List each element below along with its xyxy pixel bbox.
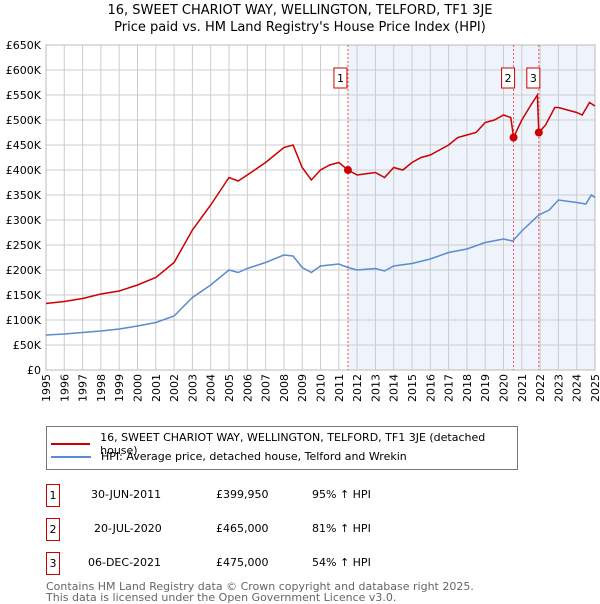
chart-page: 16, SWEET CHARIOT WAY, WELLINGTON, TELFO…: [6, 3, 600, 603]
y-tick-label: £150K: [6, 289, 42, 302]
sale-date: 06-DEC-2021: [88, 556, 162, 569]
x-tick-label: 2022: [534, 374, 547, 402]
y-tick-label: £400K: [6, 164, 42, 177]
footer-line-1: Contains HM Land Registry data © Crown c…: [46, 580, 474, 593]
series-line: [45, 193, 596, 336]
x-tick-label: 1996: [58, 374, 71, 402]
x-tick-label: 2001: [150, 374, 163, 402]
x-tick-label: 2023: [552, 374, 565, 402]
x-tick-label: 2012: [351, 374, 364, 402]
x-tick-label: 2005: [223, 374, 236, 402]
x-tick-label: 2007: [260, 374, 273, 402]
y-tick-label: £0: [27, 364, 41, 377]
footer-text: Contains HM Land Registry data © Crown c…: [46, 581, 474, 603]
chart-subtitle: Price paid vs. HM Land Registry's House …: [114, 20, 486, 35]
sale-marker-label: 3: [530, 72, 537, 85]
sale-price: £465,000: [216, 522, 269, 535]
sale-marker-box: [501, 67, 516, 89]
legend-swatch-hpi: [51, 455, 91, 458]
footer-line-2: This data is licensed under the Open Gov…: [46, 591, 397, 604]
legend: 16, SWEET CHARIOT WAY, WELLINGTON, TELFO…: [46, 426, 518, 470]
x-tick-label: 2018: [461, 374, 474, 402]
y-tick-label: £250K: [6, 239, 42, 252]
sale-price: £475,000: [216, 556, 269, 569]
x-tick-label: 2025: [589, 374, 600, 402]
y-tick-label: £550K: [6, 89, 42, 102]
sale-price: £399,950: [216, 488, 269, 501]
sale-hpi: 81% ↑ HPI: [312, 522, 371, 535]
y-tick-label: £500K: [6, 114, 42, 127]
y-tick-label: £650K: [6, 39, 42, 52]
x-tick-label: 2006: [241, 374, 254, 402]
x-tick-label: 2016: [424, 374, 437, 402]
x-tick-label: 2024: [571, 374, 584, 402]
sale-date: 30-JUN-2011: [91, 488, 162, 501]
sale-marker-box: [333, 67, 348, 89]
x-tick-label: 2014: [388, 374, 401, 402]
x-tick-label: 2008: [278, 374, 291, 402]
sale-hpi: 54% ↑ HPI: [312, 556, 371, 569]
sale-date: 20-JUL-2020: [94, 522, 162, 535]
x-tick-label: 2011: [333, 374, 346, 402]
y-tick-label: £350K: [6, 189, 42, 202]
sale-marker: 3: [46, 552, 60, 575]
x-tick-label: 2009: [296, 374, 309, 402]
sale-marker: 2: [46, 518, 60, 541]
y-tick-label: £100K: [6, 314, 42, 327]
x-tick-label: 1995: [40, 374, 53, 402]
sale-marker-box: [526, 67, 541, 89]
sale-point: [343, 166, 352, 175]
sale-hpi: 95% ↑ HPI: [312, 488, 371, 501]
x-tick-label: 2019: [479, 374, 492, 402]
x-tick-label: 2002: [168, 374, 181, 402]
plot-border: [45, 44, 596, 371]
price-chart: £0 £50K £100K £150K £200K £250K £300K £350K £400…: [6, 39, 600, 402]
sale-point: [509, 133, 518, 142]
x-tick-label: 2021: [516, 374, 529, 402]
sale-marker-label: 2: [505, 72, 512, 85]
legend-label-property: 16, SWEET CHARIOT WAY, WELLINGTON, TELFO…: [100, 431, 486, 457]
x-tick-label: 2000: [132, 374, 145, 402]
sale-point: [534, 128, 543, 137]
legend-swatch-property: [51, 443, 91, 445]
sale-marker-label: 1: [337, 72, 344, 85]
sale-marker: 1: [46, 484, 60, 507]
y-tick-label: £50K: [13, 339, 42, 352]
x-tick-label: 2015: [406, 374, 419, 402]
x-tick-label: 1997: [77, 374, 90, 402]
y-tick-label: £450K: [6, 139, 42, 152]
x-tick-label: 1999: [113, 374, 126, 402]
x-tick-label: 2004: [205, 374, 218, 402]
y-tick-label: £300K: [6, 214, 42, 227]
x-tick-label: 2010: [315, 374, 328, 402]
x-tick-label: 2003: [186, 374, 199, 402]
x-tick-label: 2020: [498, 374, 511, 402]
y-tick-label: £600K: [6, 64, 42, 77]
x-tick-label: 1998: [95, 374, 108, 402]
x-tick-label: 2013: [369, 374, 382, 402]
legend-label-hpi: HPI: Average price, detached house, Telf…: [101, 450, 407, 463]
series-line: [45, 92, 596, 305]
shaded-region: [347, 45, 595, 370]
y-tick-label: £200K: [6, 264, 42, 277]
chart-title: 16, SWEET CHARIOT WAY, WELLINGTON, TELFO…: [107, 3, 493, 18]
x-tick-label: 2017: [443, 374, 456, 402]
